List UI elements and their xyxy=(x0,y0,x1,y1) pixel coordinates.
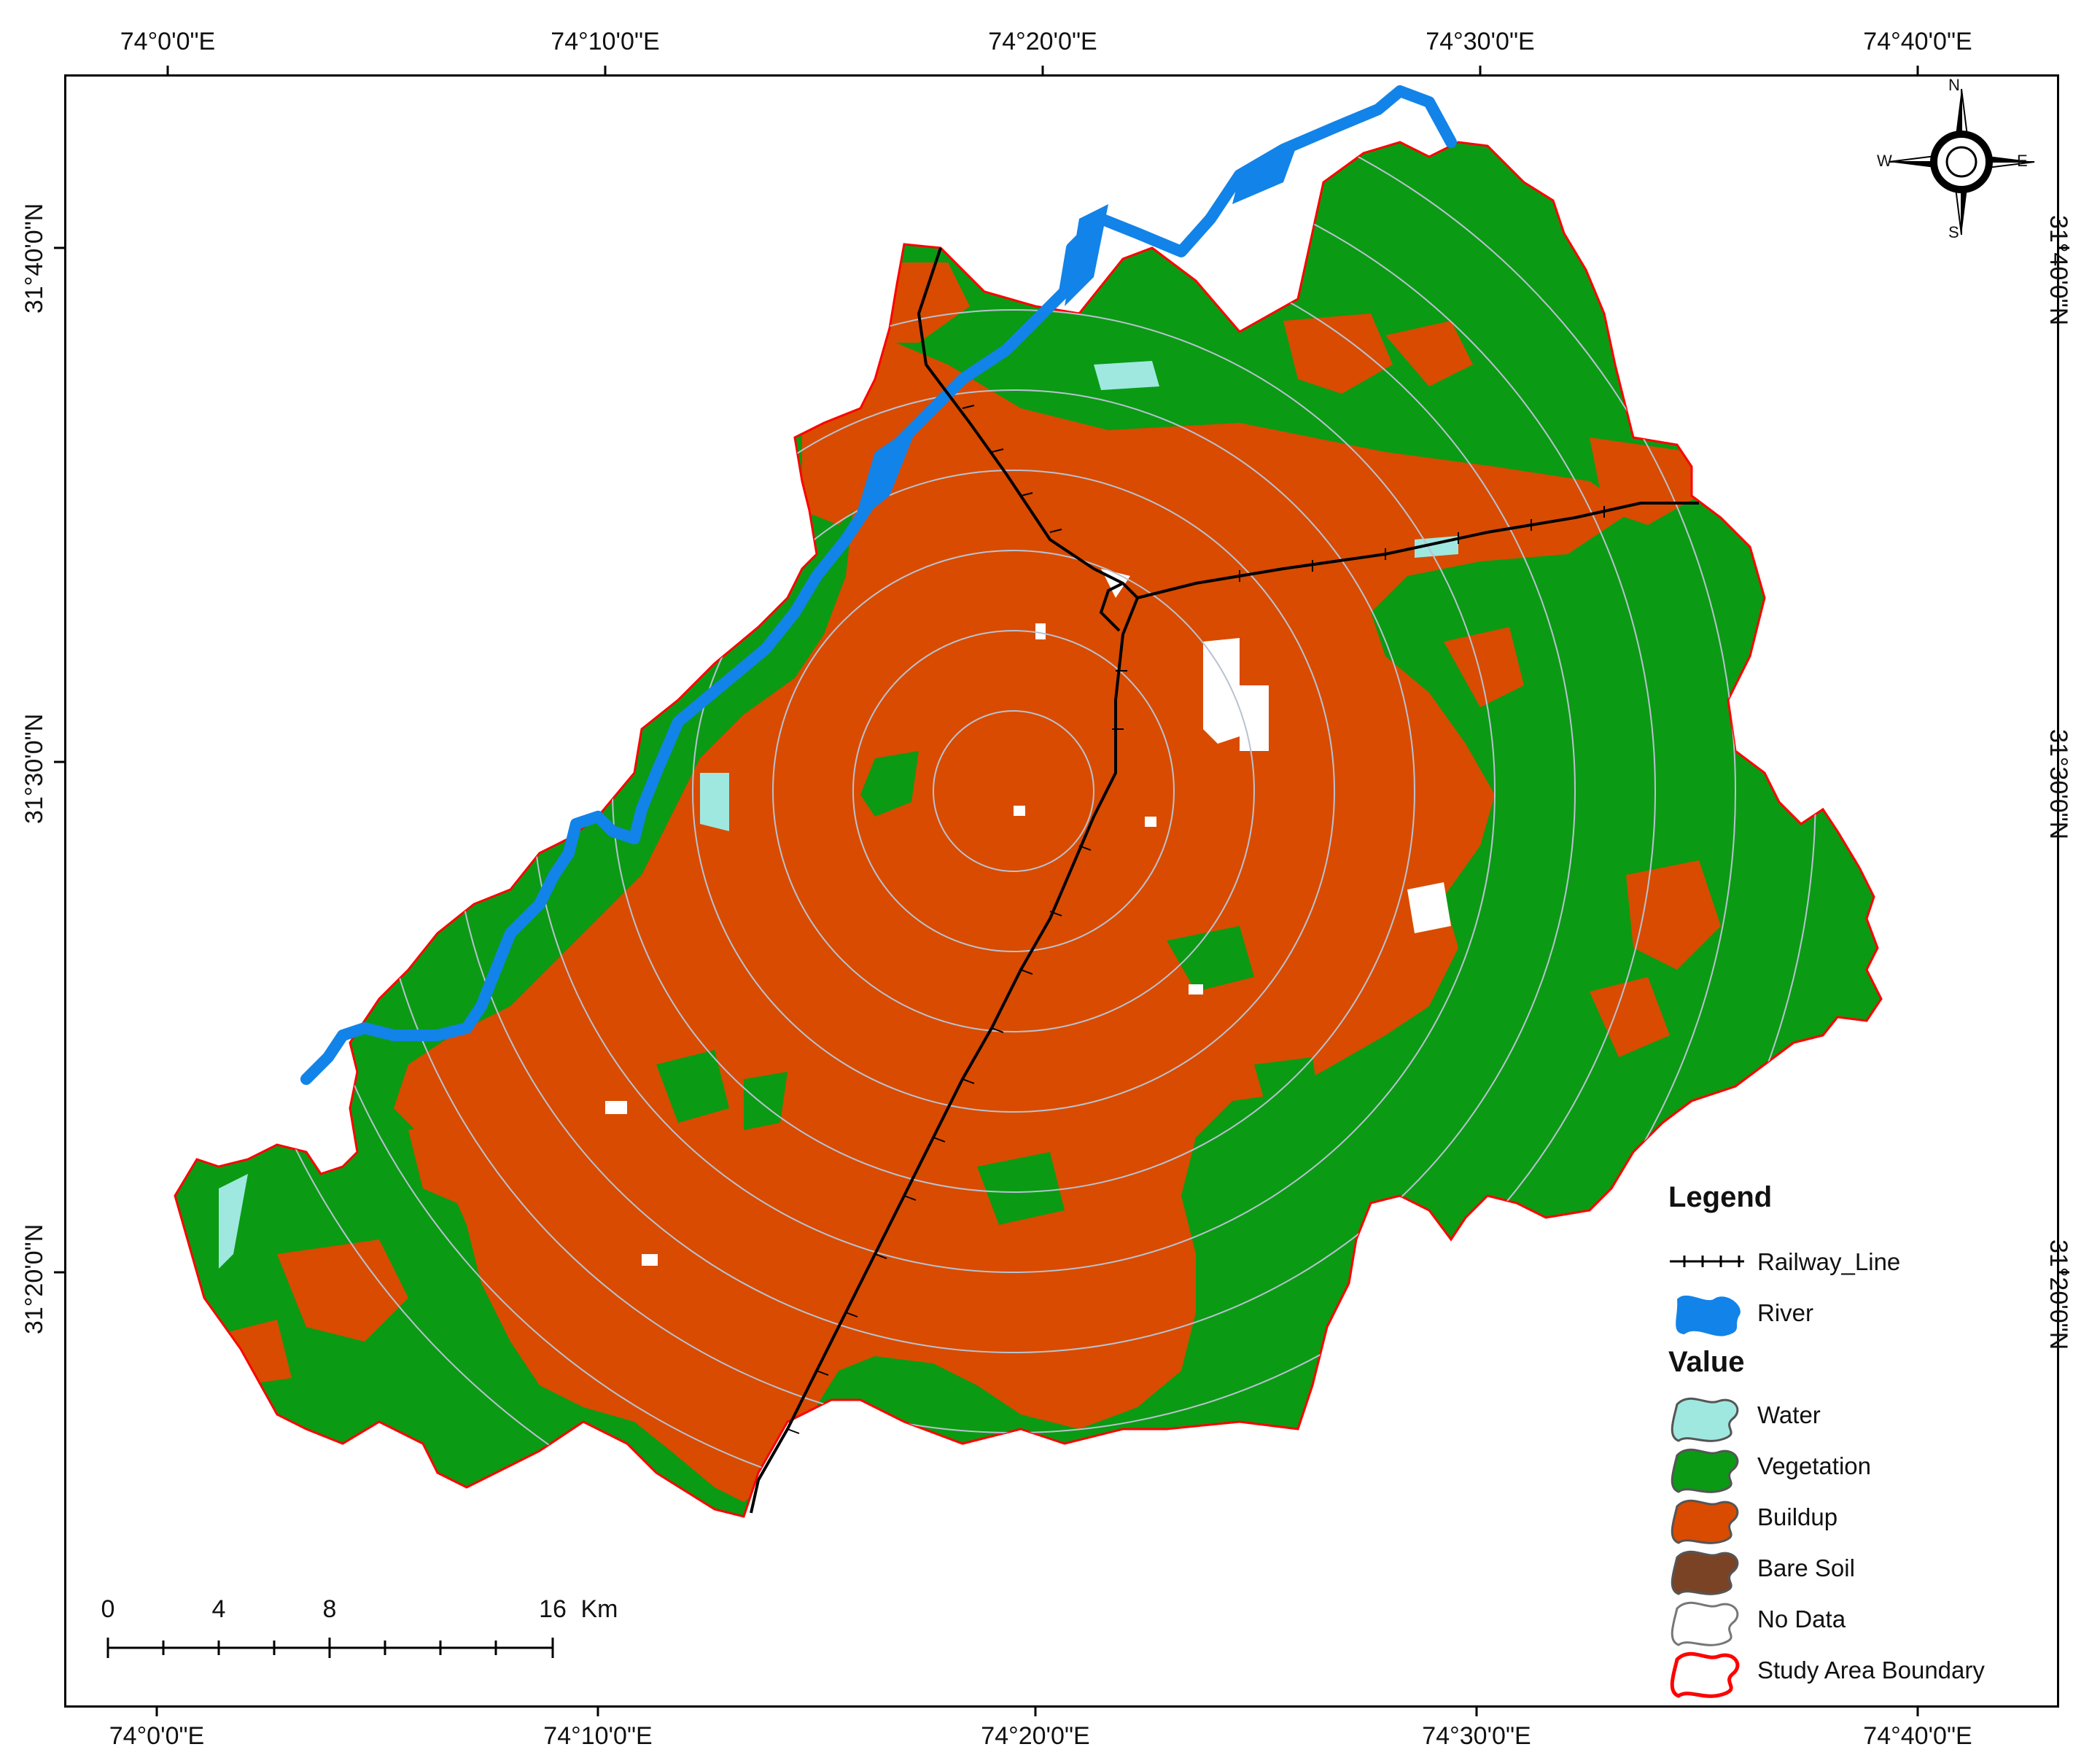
buildup-patch xyxy=(1283,314,1393,394)
railway-ticks xyxy=(787,405,1605,1434)
scale-unit-label: Km xyxy=(580,1595,618,1623)
bare-soil-legend-symbol xyxy=(1671,1550,1739,1595)
scale-label-4: 4 xyxy=(211,1595,226,1623)
buildup-patch xyxy=(1385,321,1473,386)
graticule-label-bottom: 74°30'0"E xyxy=(1422,1722,1531,1750)
vegetation-patch xyxy=(977,1152,1065,1225)
water-patch xyxy=(1094,361,1159,390)
graticule-label-top: 74°40'0"E xyxy=(1863,28,1972,55)
railway-legend-symbol xyxy=(1670,1256,1744,1267)
scale-label-8: 8 xyxy=(322,1595,337,1623)
no-data-patch xyxy=(642,1254,658,1266)
compass-north-label: N xyxy=(1948,76,1960,94)
railway-line xyxy=(750,247,1699,1514)
vegetation-patch xyxy=(1254,1057,1320,1116)
vegetation-patch xyxy=(860,751,919,817)
graticule-ticks xyxy=(54,66,2069,1716)
vegetation-legend-symbol xyxy=(1671,1448,1739,1493)
buildup-legend-symbol xyxy=(1671,1499,1739,1544)
legend-label-bare-soil: Bare Soil xyxy=(1757,1554,1855,1581)
graticule-label-top: 74°0'0"E xyxy=(120,28,216,55)
no-data-patch xyxy=(1203,638,1240,744)
legend-label-boundary: Study Area Boundary xyxy=(1757,1657,1985,1684)
vegetation-patch xyxy=(744,1072,788,1130)
no-data-patch xyxy=(1240,685,1269,751)
buildup-patch xyxy=(1590,977,1670,1057)
vegetation-patch xyxy=(1167,926,1254,992)
water-legend-symbol xyxy=(1671,1397,1739,1442)
buildup-patch xyxy=(1626,860,1721,970)
legend-symbols xyxy=(1670,1256,1744,1698)
no-data-patch xyxy=(1035,623,1046,639)
graticule-label-top: 74°20'0"E xyxy=(988,28,1097,55)
river-legend-symbol xyxy=(1676,1295,1741,1336)
compass-south-label: S xyxy=(1948,223,1959,241)
graticule-label-bottom: 74°10'0"E xyxy=(543,1722,653,1750)
buildup-patch xyxy=(1006,1276,1079,1356)
river xyxy=(300,85,1457,1085)
legend-value-title: Value xyxy=(1668,1346,1745,1378)
legend-title: Legend xyxy=(1668,1181,1773,1213)
vegetation-patch xyxy=(656,1050,729,1123)
legend-label-railway: Railway_Line xyxy=(1757,1248,1901,1275)
graticule-label-bottom: 74°0'0"E xyxy=(109,1722,205,1750)
no-data-patch xyxy=(1407,882,1451,933)
legend-label-river: River xyxy=(1757,1299,1814,1326)
no-data-patch xyxy=(605,1101,627,1114)
buildup-patch xyxy=(408,1108,525,1210)
buildup-core xyxy=(394,328,1633,1502)
buildup-patch xyxy=(277,1239,408,1342)
legend-label-vegetation: Vegetation xyxy=(1757,1452,1871,1479)
water-patch xyxy=(219,1174,248,1269)
legend-label-water: Water xyxy=(1757,1401,1821,1428)
water-patch xyxy=(700,773,729,831)
buildup-patch xyxy=(1444,627,1524,707)
legend-label-no-data: No Data xyxy=(1757,1606,1846,1632)
boundary-legend-symbol xyxy=(1670,1651,1740,1698)
compass-west-label: W xyxy=(1877,152,1892,170)
compass-east-label: E xyxy=(2017,152,2028,170)
graticule-label-bottom: 74°20'0"E xyxy=(981,1722,1090,1750)
scale-label-0: 0 xyxy=(101,1595,115,1623)
scale-bar xyxy=(106,1638,554,1658)
no-data-patch xyxy=(1189,984,1203,995)
no-data-legend-symbol xyxy=(1671,1601,1739,1646)
scale-label-16: 16 xyxy=(539,1595,567,1623)
legend-label-buildup: Buildup xyxy=(1757,1503,1838,1530)
graticule-label-bottom: 74°40'0"E xyxy=(1863,1722,1972,1750)
north-arrow xyxy=(1888,88,2035,236)
no-data-patch xyxy=(1014,806,1025,816)
no-data-patch xyxy=(1145,817,1156,827)
graticule-label-top: 74°30'0"E xyxy=(1426,28,1535,55)
graticule-label-top: 74°10'0"E xyxy=(551,28,660,55)
